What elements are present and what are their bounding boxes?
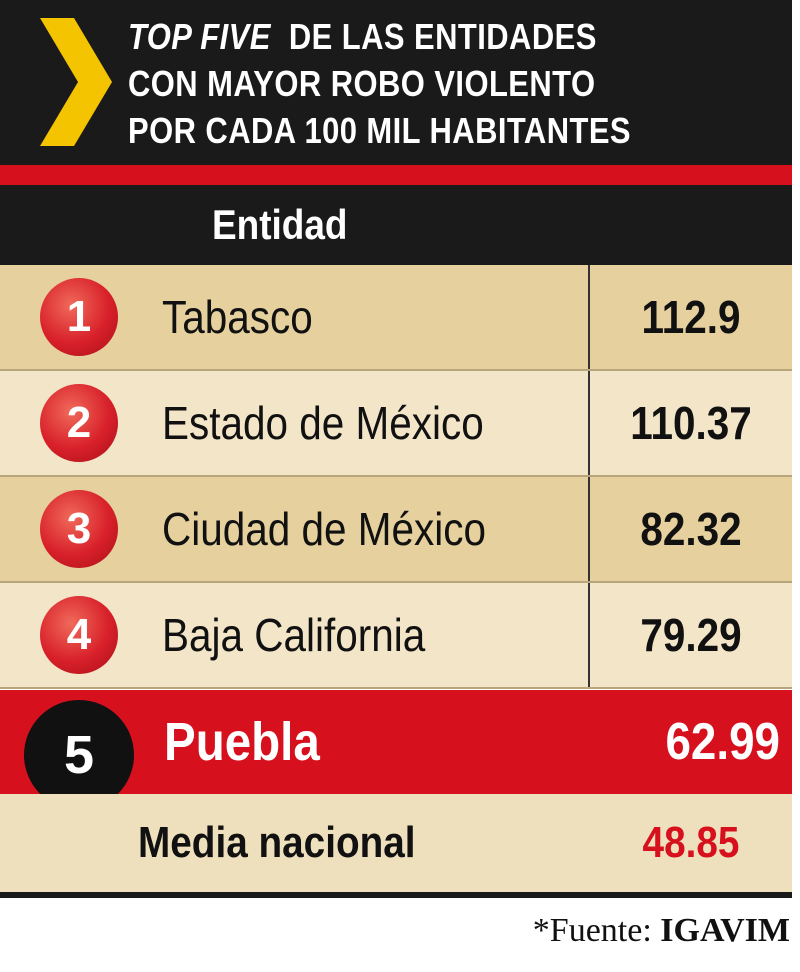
chevron (40, 18, 112, 146)
entity-value: 62.99 (665, 713, 780, 771)
entity-name: Baja California (162, 609, 426, 661)
rank-badge: 2 (40, 384, 118, 462)
column-divider (588, 265, 590, 369)
entity-name: Puebla (164, 712, 320, 772)
entity-name: Estado de México (162, 397, 484, 449)
entity-value: 112.9 (641, 291, 741, 343)
column-divider (588, 371, 590, 475)
rank-badge: 1 (40, 278, 118, 356)
title-line: TOP FIVE DE LAS ENTIDADES (128, 16, 597, 58)
header: TOP FIVE DE LAS ENTIDADES CON MAYOR ROBO… (0, 0, 792, 165)
table-row: 2 Estado de México 110.37 (0, 371, 792, 477)
source: *Fuente: IGAVIM (533, 912, 790, 950)
title-line: POR CADA 100 MIL HABITANTES (128, 110, 632, 151)
highlight-row: 5 Puebla 62.99 (0, 690, 792, 810)
entity-value: 79.29 (640, 609, 742, 661)
column-header: Entidad (0, 185, 792, 265)
title-line: CON MAYOR ROBO VIOLENTO (128, 63, 596, 104)
average-row: Media nacional 48.85 (0, 794, 792, 892)
title-italic: TOP FIVE (128, 16, 271, 57)
column-header-text: Entidad (212, 201, 348, 248)
source-name: IGAVIM (660, 912, 790, 949)
table-row: 1 Tabasco 112.9 (0, 265, 792, 371)
table-row: 3 Ciudad de México 82.32 (0, 477, 792, 583)
red-stripe (0, 165, 792, 185)
entity-value: 110.37 (630, 397, 752, 449)
rank-badge: 4 (40, 596, 118, 674)
column-divider (588, 583, 590, 687)
rank-badge: 5 (24, 700, 134, 810)
bottom-rule (0, 892, 792, 898)
average-label: Media nacional (138, 818, 416, 867)
source-label: *Fuente: (532, 912, 652, 949)
column-divider (588, 477, 590, 581)
entity-value: 82.32 (640, 503, 742, 555)
rank-badge: 3 (40, 490, 118, 568)
average-value: 48.85 (642, 818, 740, 867)
table-row: 4 Baja California 79.29 (0, 583, 792, 689)
entity-name: Tabasco (162, 291, 313, 343)
title-text: DE LAS ENTIDADES (288, 16, 597, 57)
entity-name: Ciudad de México (162, 503, 487, 555)
